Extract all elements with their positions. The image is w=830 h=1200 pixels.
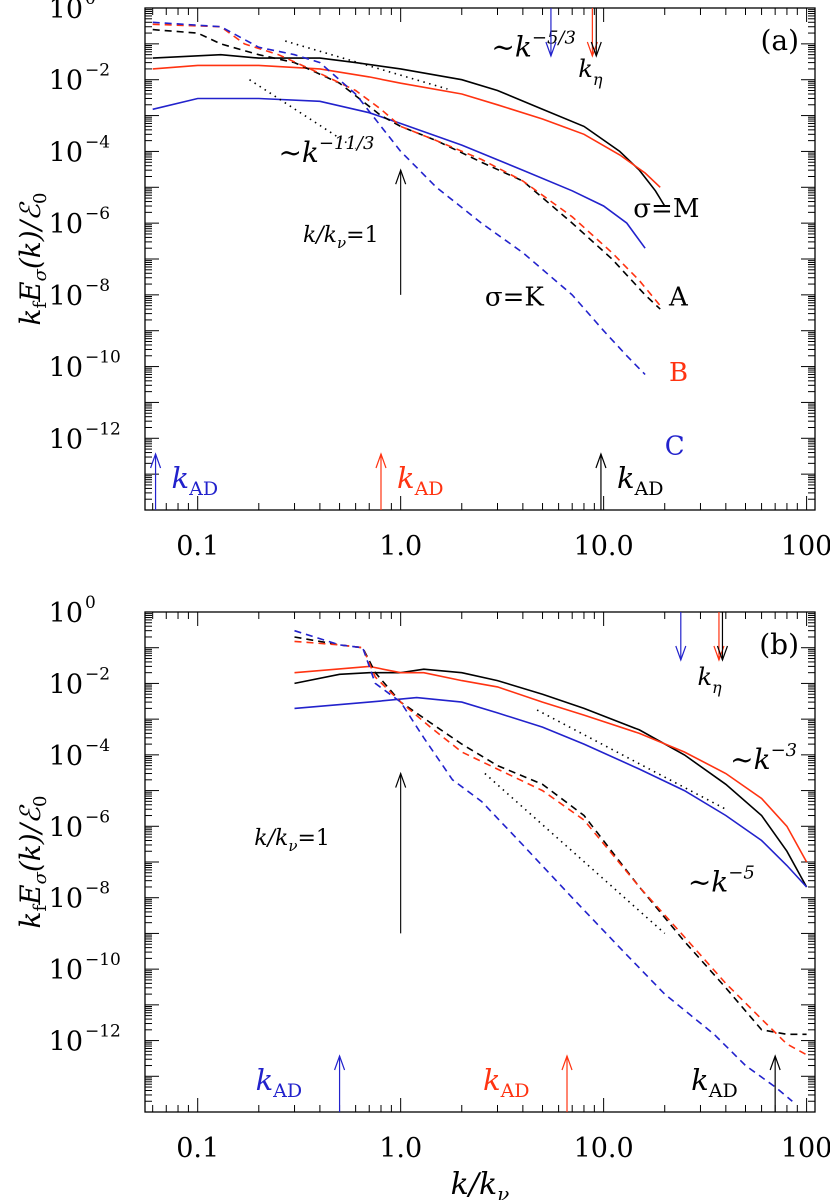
- series-line-a-magnetic: [294, 668, 808, 888]
- power-law-label: ~k−3: [730, 740, 797, 776]
- series-line-a-kinetic: [152, 28, 661, 310]
- panel-label: (b): [759, 628, 799, 661]
- series-line-c-magnetic: [152, 97, 646, 249]
- power-law-label: ~k−5/3: [491, 27, 576, 63]
- y-axis-ticks: [145, 9, 815, 511]
- power-law-label: ~k−11/3: [278, 133, 374, 169]
- series-group: [294, 629, 808, 1102]
- x-tick-label: 0.1: [176, 531, 219, 562]
- k-ad-label: kAD: [617, 461, 664, 500]
- y-tick-label: 10 −8: [49, 879, 110, 915]
- y-tick-label: 10 −12: [49, 1022, 121, 1058]
- power-law-guide: [484, 772, 666, 935]
- y-axis-ticks: [145, 613, 815, 1113]
- sigma-label: σ=M: [633, 194, 699, 224]
- x-tick-label: 100: [781, 531, 830, 562]
- power-law-label: ~k−5: [688, 862, 755, 898]
- y-axis-label: kfEσ(k)/ℰ0: [14, 192, 51, 325]
- y-tick-label: 10 −10: [49, 348, 121, 384]
- k-ad-arrow-head: [769, 1054, 781, 1071]
- k-ad-arrow-head: [561, 1054, 573, 1071]
- series-line-a-kinetic: [294, 636, 807, 1036]
- k-ad-arrow-head: [375, 452, 387, 469]
- x-tick-label: 100: [781, 1133, 830, 1164]
- y-tick-label: 10 −4: [49, 132, 110, 168]
- sigma-label: σ=K: [485, 283, 545, 313]
- k-ad-label: kAD: [397, 461, 444, 500]
- x-tick-label: 10.0: [574, 1133, 634, 1164]
- k-ad-label: kAD: [172, 461, 219, 500]
- y-axis-label: kfEσ(k)/ℰ0: [14, 795, 51, 928]
- run-label: B: [669, 358, 688, 388]
- k-eta-arrow-head: [545, 41, 557, 58]
- x-tick-label: 1.0: [379, 531, 422, 562]
- series-group: [152, 21, 666, 376]
- series-line-b-kinetic: [152, 23, 661, 307]
- y-tick-label: 10 −2: [49, 664, 110, 700]
- y-tick-label: 10 −2: [49, 61, 110, 97]
- y-tick-label: 10 −6: [49, 204, 110, 240]
- run-label: C: [665, 432, 685, 462]
- y-tick-label: 100: [49, 0, 96, 25]
- k-eta-label: kη: [578, 55, 603, 89]
- k-nu-arrow-head: [395, 771, 407, 788]
- k-ad-label: kAD: [256, 1063, 303, 1102]
- panel-a: 0.1 1.0 10.0 100 100 10−2 10−4 10−6 10−8 10−10 10−…: [14, 0, 830, 562]
- k-eta-arrow-head: [716, 645, 729, 662]
- k-eta-label: kη: [697, 663, 722, 697]
- series-line-b-magnetic: [294, 665, 808, 863]
- series-line-c-kinetic: [152, 21, 646, 376]
- power-law-guide: [285, 40, 448, 90]
- k-ad-label: kAD: [691, 1063, 738, 1102]
- k-nu-label: k/kν=1: [254, 826, 330, 855]
- y-tick-label: 10 −4: [49, 736, 110, 772]
- y-tick-label: 10 −6: [49, 807, 110, 843]
- x-tick-label: 10.0: [574, 531, 634, 562]
- plot-frame: [144, 7, 816, 511]
- x-axis-label: k/kν: [451, 1167, 510, 1200]
- y-tick-label: 10 −10: [49, 950, 121, 986]
- x-tick-label: 0.1: [176, 1133, 219, 1164]
- y-tick-label: 10 −12: [49, 419, 121, 455]
- k-ad-arrow-head: [334, 1054, 346, 1071]
- k-nu-arrow-head: [395, 168, 407, 185]
- series-line-b-kinetic: [294, 640, 807, 1056]
- k-eta-arrow-head: [675, 645, 687, 662]
- y-tick-label: 10 −8: [49, 276, 110, 312]
- run-label: A: [668, 283, 689, 313]
- series-line-c-magnetic: [294, 696, 808, 888]
- k-ad-arrow-head: [149, 452, 162, 469]
- k-eta-arrow-head: [590, 41, 602, 58]
- panel-label: (a): [760, 24, 799, 57]
- x-axis-ticks: [152, 8, 808, 510]
- k-nu-label: k/kν=1: [303, 223, 379, 252]
- k-ad-label: kAD: [483, 1063, 530, 1102]
- series-line-c-kinetic: [294, 629, 793, 1102]
- series-line-b-magnetic: [152, 64, 661, 188]
- x-tick-label: 1.0: [379, 1133, 422, 1164]
- k-ad-arrow-head: [595, 452, 607, 469]
